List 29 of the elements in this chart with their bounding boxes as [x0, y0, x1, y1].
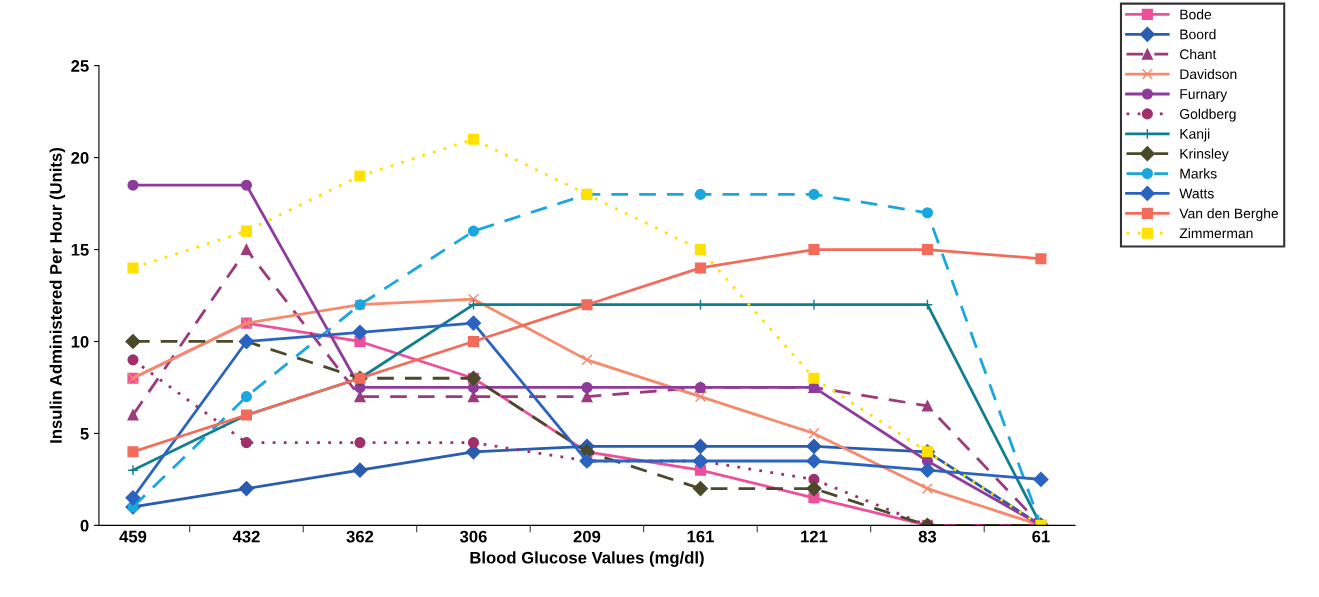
x-tick-label: 362 — [346, 530, 374, 543]
legend-label: Kanji — [1180, 128, 1210, 142]
y-tick-label: 20 — [71, 152, 89, 164]
legend-label: Davidson — [1180, 68, 1237, 80]
y-tick-label: 25 — [71, 60, 89, 72]
legend-label: Watts — [1179, 188, 1214, 199]
x-tick-label: 61 — [1032, 530, 1050, 543]
legend-label: Goldberg — [1180, 108, 1236, 122]
y-tick-label: 10 — [71, 335, 89, 348]
legend-label: Boord — [1180, 29, 1216, 40]
x-tick-label: 161 — [687, 530, 714, 543]
x-tick-label: 121 — [801, 530, 828, 543]
x-tick-label: 432 — [232, 530, 260, 543]
legend-label: Krinsley — [1180, 148, 1229, 162]
x-axis-title: Blood Glucose Values (mg/dl) — [470, 551, 704, 567]
y-tick-label: 0 — [80, 519, 89, 532]
y-axis-title: Insulin Administered Per Hour (Units) — [49, 148, 66, 443]
y-tick-label: 5 — [80, 427, 89, 440]
legend-label: Van den Berghe — [1179, 208, 1279, 222]
legend-label: Bode — [1180, 9, 1212, 20]
y-tick-label: 15 — [71, 244, 89, 256]
x-tick-label: 306 — [459, 530, 487, 543]
legend-label: Marks — [1180, 168, 1217, 179]
x-tick-label: 209 — [573, 530, 601, 543]
x-tick-label: 459 — [119, 530, 147, 543]
x-tick-label: 83 — [918, 530, 937, 543]
legend-label: Furnary — [1180, 89, 1228, 102]
legend-label: Zimmerman — [1179, 228, 1253, 239]
legend-label: Chant — [1180, 49, 1217, 60]
